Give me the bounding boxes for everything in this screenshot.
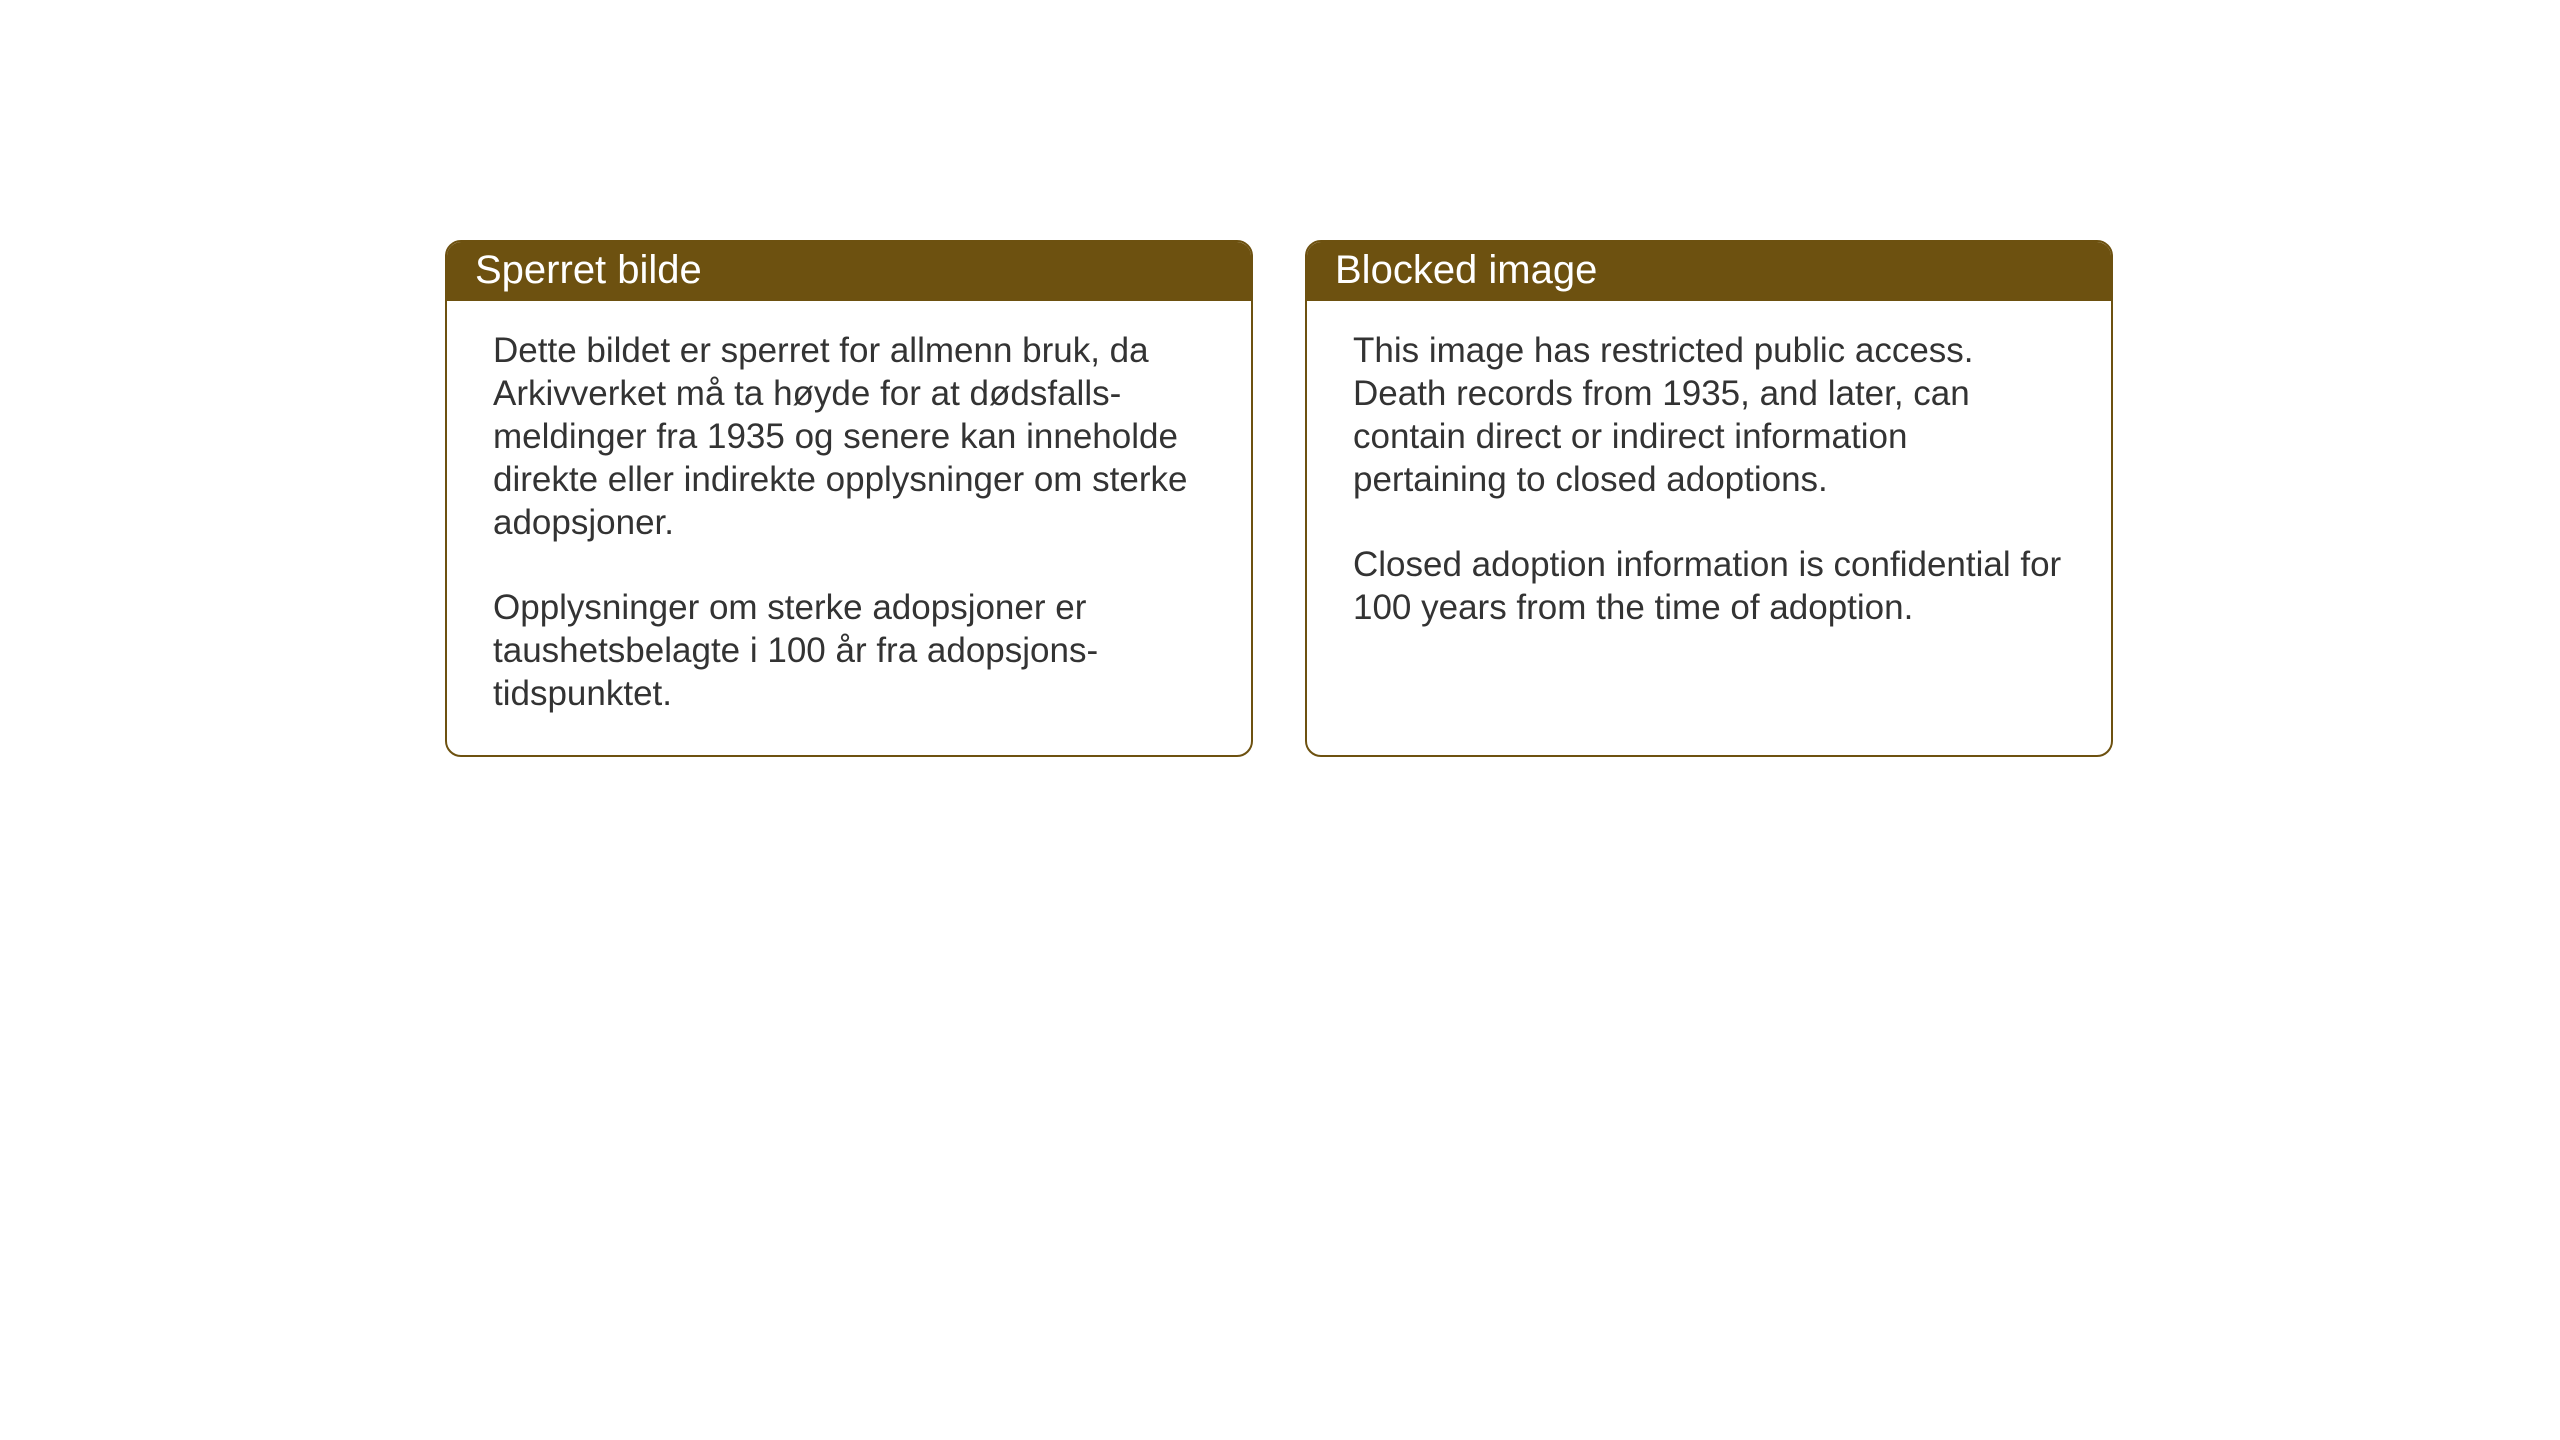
notice-box-norwegian: Sperret bilde Dette bildet er sperret fo… (445, 240, 1253, 757)
notice-title-norwegian: Sperret bilde (475, 248, 702, 292)
notice-body-norwegian: Dette bildet er sperret for allmenn bruk… (447, 301, 1251, 755)
notice-header-norwegian: Sperret bilde (447, 242, 1251, 301)
notice-body-english: This image has restricted public access.… (1307, 301, 2111, 715)
notice-paragraph-2-english: Closed adoption information is confident… (1353, 543, 2067, 629)
notice-title-english: Blocked image (1335, 248, 1597, 292)
notice-header-english: Blocked image (1307, 242, 2111, 301)
notice-paragraph-2-norwegian: Opplysninger om sterke adopsjoner er tau… (493, 586, 1207, 715)
notice-box-english: Blocked image This image has restricted … (1305, 240, 2113, 757)
notices-container: Sperret bilde Dette bildet er sperret fo… (0, 0, 2560, 757)
notice-paragraph-1-english: This image has restricted public access.… (1353, 329, 2067, 501)
notice-paragraph-1-norwegian: Dette bildet er sperret for allmenn bruk… (493, 329, 1207, 544)
